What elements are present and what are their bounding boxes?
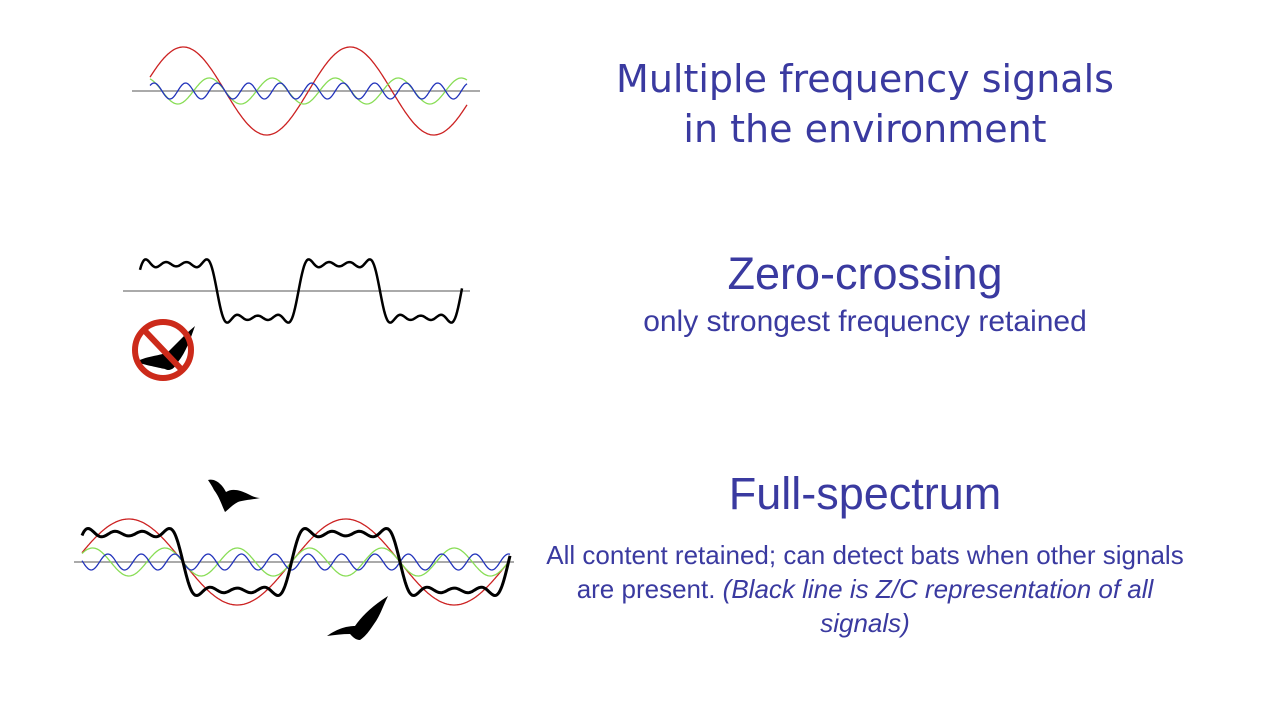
title-line-1: Multiple frequency signals bbox=[616, 57, 1114, 101]
high-frequency-wave bbox=[149, 82, 468, 100]
mid-frequency-wave bbox=[81, 547, 511, 577]
zero-crossing-wave bbox=[80, 526, 512, 598]
bat-icon bbox=[327, 596, 388, 640]
multi-frequency-title: Multiple frequency signals in the enviro… bbox=[560, 54, 1170, 154]
full-spectrum-description: All content retained; can detect bats wh… bbox=[530, 538, 1200, 640]
high-frequency-wave bbox=[81, 553, 511, 571]
full-spectrum-title: Full-spectrum bbox=[728, 468, 1002, 519]
low-frequency-wave bbox=[149, 46, 468, 136]
bat-icon bbox=[135, 326, 195, 371]
bat-icon bbox=[208, 479, 260, 512]
description-note: (Black line is Z/C representation of all… bbox=[722, 574, 1154, 638]
multi-frequency-diagram bbox=[132, 46, 480, 136]
no-bat-icon bbox=[132, 319, 195, 381]
zero-crossing-subtitle: only strongest frequency retained bbox=[643, 305, 1087, 338]
zero-crossing-diagram bbox=[123, 258, 470, 324]
full-spectrum-diagram bbox=[74, 518, 514, 606]
zero-crossing-title: Zero-crossing bbox=[727, 248, 1003, 299]
zero-crossing-wave bbox=[138, 258, 464, 324]
description-text: All content retained; can detect bats wh… bbox=[546, 540, 1184, 604]
title-line-2: in the environment bbox=[683, 107, 1047, 151]
